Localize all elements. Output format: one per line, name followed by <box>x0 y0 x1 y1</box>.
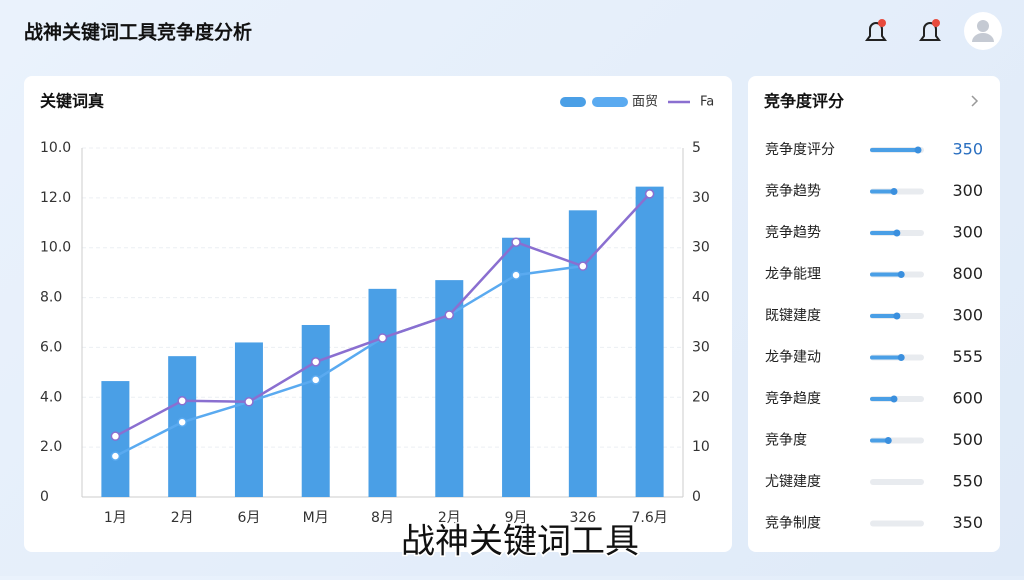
x-tick-label: 326 <box>569 510 596 526</box>
page-title: 战神关键词工具竞争度分析 <box>24 21 252 44</box>
bar <box>568 210 597 498</box>
item-name: 竞争制度 <box>765 515 821 532</box>
slider-fill <box>870 355 902 360</box>
item-value: 500 <box>952 430 983 449</box>
slider-knob <box>884 437 892 444</box>
legend-label: 面贸 <box>632 95 658 110</box>
x-tick-label: M月 <box>303 510 329 526</box>
item-name: 竞争趋势 <box>765 183 821 200</box>
y2-tick-label: 5 <box>692 140 701 156</box>
slider-fill <box>870 231 897 235</box>
point <box>444 310 455 320</box>
bar <box>635 186 664 497</box>
item-value: 800 <box>952 264 983 283</box>
y2-tick-label: 30 <box>692 339 710 355</box>
item-name: 竞争度 <box>765 432 807 449</box>
slider-fill <box>870 148 918 152</box>
point <box>244 397 254 407</box>
point <box>511 270 521 280</box>
point <box>310 375 321 385</box>
item-value: 350 <box>952 513 983 532</box>
x-tick-label: 9月 <box>505 510 528 526</box>
point <box>644 189 655 199</box>
point <box>377 333 388 343</box>
sidebar-title: 竞争度评分 <box>764 92 844 111</box>
x-tick-label: 6月 <box>237 510 260 526</box>
slider-knob <box>893 312 901 320</box>
item-name: 既键建度 <box>765 308 821 324</box>
x-tick-label: 1月 <box>104 510 127 526</box>
point <box>110 451 121 461</box>
y-tick-label: 6.0 <box>40 339 62 355</box>
y2-tick-label: 0 <box>692 489 701 505</box>
item-value: 350 <box>952 140 983 159</box>
slider-knob <box>914 146 922 154</box>
item-name: 龙争能理 <box>765 267 821 283</box>
bar <box>234 342 263 497</box>
slider-fill <box>870 189 894 194</box>
point <box>177 396 187 406</box>
line <box>114 264 583 458</box>
slider-fill <box>870 272 902 277</box>
item-name: 尤键建度 <box>765 474 821 490</box>
x-tick-label: 7.6月 <box>631 510 667 526</box>
y2-tick-label: 30 <box>692 240 710 256</box>
avatar[interactable] <box>964 12 1002 50</box>
x-tick-label: 2月 <box>438 510 461 526</box>
slider-knob <box>897 354 905 361</box>
y2-tick-label: 20 <box>692 389 710 405</box>
item-value: 300 <box>952 223 983 242</box>
x-tick-label: 2月 <box>171 510 194 526</box>
item-value: 300 <box>952 306 983 325</box>
y-tick-label: 0 <box>40 489 49 505</box>
chevron[interactable] <box>971 95 979 107</box>
legend-swatch <box>592 97 628 107</box>
point <box>110 431 121 441</box>
item-value: 300 <box>952 181 983 200</box>
caption: 战神关键词工具 <box>401 522 639 562</box>
bar <box>368 288 397 497</box>
point <box>310 357 321 367</box>
slider-knob <box>890 188 898 195</box>
y-tick-label: 2.0 <box>40 439 62 455</box>
slider-knob <box>897 271 905 278</box>
y2-tick-label: 40 <box>692 290 710 306</box>
y-tick-label: 12.0 <box>40 190 71 206</box>
y-tick-label: 10.0 <box>40 240 71 256</box>
item-name: 龙争建动 <box>765 350 821 366</box>
legend-swatch <box>560 97 586 107</box>
bell-icon[interactable] <box>865 19 887 41</box>
slider-fill <box>870 438 889 443</box>
y-tick-label: 10.0 <box>40 140 71 156</box>
bar <box>301 324 330 497</box>
bell-icon[interactable] <box>919 19 941 41</box>
item-name: 竞争趋势 <box>765 224 821 241</box>
y2-tick-label: 10 <box>692 439 710 455</box>
chart-title: 关键词真 <box>40 92 104 111</box>
slider-fill <box>870 314 897 318</box>
item-name: 竞争趋度 <box>765 390 821 407</box>
y-tick-label: 8.0 <box>40 290 62 306</box>
slider-track <box>870 520 924 527</box>
point <box>578 261 588 271</box>
y2-tick-label: 30 <box>692 190 710 206</box>
slider-knob <box>893 229 901 237</box>
y-tick-label: 4.0 <box>40 389 62 405</box>
slider-track <box>870 479 924 485</box>
item-value: 600 <box>952 389 983 408</box>
legend-label: Fa <box>700 95 714 110</box>
point <box>511 237 521 247</box>
item-value: 550 <box>952 472 983 491</box>
slider-knob <box>890 395 898 403</box>
x-tick-label: 8月 <box>371 510 394 526</box>
item-name: 竞争度评分 <box>765 141 835 158</box>
point <box>177 417 187 427</box>
slider-fill <box>870 397 894 401</box>
item-value: 555 <box>952 347 983 366</box>
